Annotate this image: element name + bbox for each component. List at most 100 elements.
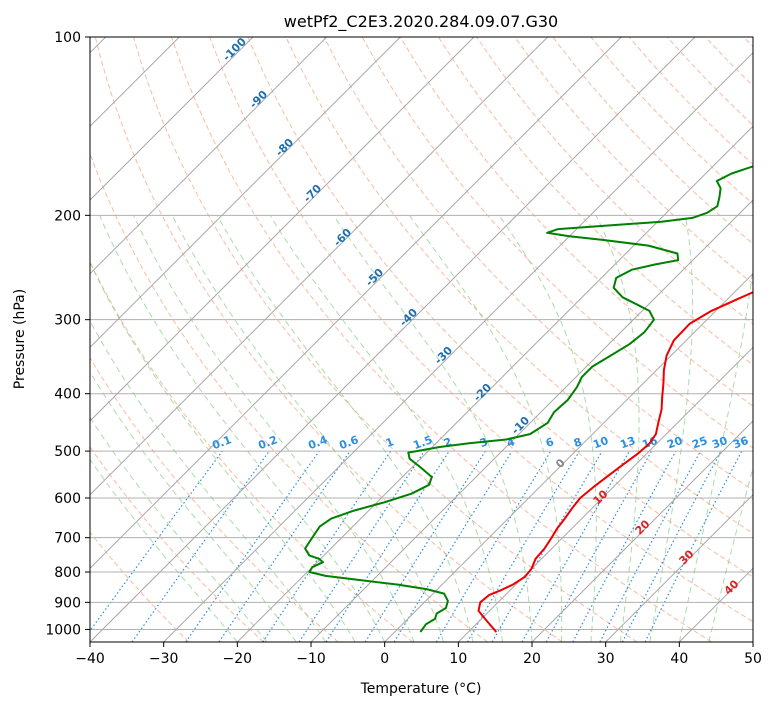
isotherm-line [90, 37, 475, 422]
moist-adiabat-line [171, 215, 445, 642]
y-tick-label: 700 [54, 531, 81, 547]
moist-adiabat-line [133, 215, 415, 642]
dry-adiabat-line [94, 37, 563, 642]
dewpoint-profile-line [304, 165, 753, 633]
moist-adiabat-line [408, 215, 563, 642]
mixing-ratio-labels: 0.1 0.2 0.4 0.6 1 1.5 2 3 4 6 8 10 13 16 20 25 30 36 [210, 433, 750, 452]
isotherm-line [236, 125, 753, 642]
moist-adiabat-line [595, 215, 640, 642]
mixing-ratio-label: 1.5 [411, 433, 434, 452]
y-tick-label: 100 [54, 30, 81, 46]
isotherm-line [384, 272, 753, 642]
isotherm-line [90, 37, 696, 642]
y-tick-label: 300 [54, 313, 81, 329]
isotherm-line [457, 346, 753, 642]
mixing-ratio-line [572, 450, 677, 642]
y-tick-label: 600 [54, 491, 81, 507]
x-tick-label: −40 [75, 651, 105, 667]
mixing-ratio-label: 0.1 [210, 433, 233, 452]
isotherms [90, 37, 753, 642]
mixing-ratio-line [644, 450, 743, 642]
mixing-ratio-label: 0.4 [306, 433, 329, 452]
y-axis-ticks: 100 200 300 400 500 600 700 800 900 1000 [45, 30, 90, 638]
moist-adiabat-line [332, 215, 533, 642]
x-tick-label: −30 [149, 651, 179, 667]
isotherm-line [90, 37, 328, 275]
dry-adiabat-line [361, 37, 753, 449]
mixing-ratio-line [131, 450, 270, 642]
isotherm-line [90, 37, 401, 349]
isotherm-line [90, 37, 622, 570]
x-tick-label: 0 [380, 651, 389, 667]
y-tick-label: 800 [54, 565, 81, 581]
isotherm-line [531, 420, 753, 642]
mixing-ratio-line [298, 450, 425, 642]
y-tick-label: 200 [54, 208, 81, 224]
isotherm-line [90, 37, 254, 201]
isotherm-line [163, 51, 753, 642]
plot-frame [89, 36, 754, 643]
pressure-gridlines [90, 37, 753, 630]
mixing-ratio-line [521, 450, 631, 642]
y-tick-label: 500 [54, 444, 81, 460]
mixing-ratio-label: 0.6 [337, 433, 360, 452]
plot-background [90, 37, 753, 642]
dry-adiabat-line [90, 356, 339, 642]
dry-adiabat-line [285, 37, 753, 535]
temperature-profile-line [477, 291, 753, 633]
moist-adiabat-line [216, 215, 474, 642]
mixing-ratio-label: 10 [591, 434, 610, 452]
mixing-ratio-lines [90, 450, 743, 642]
x-tick-label: −10 [296, 651, 326, 667]
mixing-ratio-line [185, 450, 320, 642]
moist-adiabat-line [90, 261, 356, 642]
moist-adiabat-line [90, 320, 327, 642]
dry-adiabat-line [209, 37, 753, 623]
x-tick-label: 50 [744, 651, 762, 667]
mixing-ratio-label: 30 [710, 434, 729, 452]
x-axis-ticks: −40 −30 −20 −10 0 10 20 30 40 50 [75, 642, 762, 667]
isotherm-line [605, 493, 753, 642]
mixing-ratio-line [545, 450, 653, 642]
moist-adiabat-line [90, 458, 238, 642]
y-axis-label: Pressure (hPa) [12, 289, 28, 389]
moist-adiabat-line [649, 215, 694, 642]
mixing-ratio-line [393, 450, 513, 642]
dry-adiabat-line [90, 446, 264, 642]
moist-adiabat-line [99, 215, 386, 642]
x-tick-label: −20 [223, 651, 253, 667]
x-tick-label: 20 [523, 651, 541, 667]
mixing-ratio-label: 2 [442, 435, 454, 450]
dry-adiabat-line [90, 152, 488, 642]
x-tick-label: 40 [670, 651, 688, 667]
chart-title: wetPf2_C2E3.2020.284.09.07.G30 [284, 12, 558, 32]
dry-adiabat-line [437, 37, 753, 366]
moist-adiabat-line [90, 370, 297, 642]
dry-adiabat-line [399, 37, 753, 407]
mixing-ratio-label: 8 [572, 435, 584, 450]
moist-adiabat-line [269, 215, 503, 642]
profile-series [304, 165, 753, 633]
mixing-ratio-line [262, 450, 392, 642]
dry-adiabat-line [514, 37, 753, 285]
x-axis-label: Temperature (°C) [360, 681, 482, 697]
mixing-ratio-label: 1 [384, 435, 396, 450]
mixing-ratio-line [218, 450, 351, 642]
mixing-ratio-label: 0.2 [256, 433, 279, 452]
isotherm-line [90, 37, 549, 496]
y-tick-label: 400 [54, 387, 81, 403]
mixing-ratio-label: 36 [731, 434, 750, 452]
dry-adiabat-line [247, 37, 753, 578]
y-tick-label: 1000 [45, 622, 81, 638]
mixing-ratio-label: 4 [505, 435, 517, 450]
mixing-ratio-label: 13 [618, 434, 637, 451]
mixing-ratio-line [90, 450, 223, 632]
mixing-ratio-label: 20 [665, 434, 684, 452]
dry-adiabat-line [132, 37, 638, 642]
mixing-ratio-line [325, 450, 450, 642]
x-tick-label: 10 [449, 651, 467, 667]
isotherm-line [310, 199, 753, 642]
moist-adiabat-line [90, 416, 268, 642]
mixing-ratio-label: 6 [544, 435, 556, 450]
